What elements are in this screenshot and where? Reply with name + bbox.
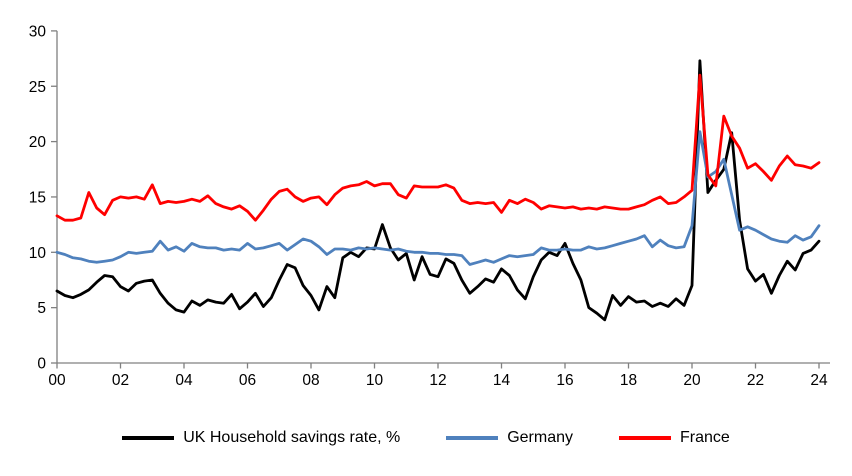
legend: UK Household savings rate, % Germany Fra… xyxy=(0,410,852,466)
legend-label-france: France xyxy=(680,429,730,446)
series-line-1 xyxy=(55,130,821,266)
x-tick-label: 20 xyxy=(683,372,701,389)
x-tick-label: 08 xyxy=(302,372,319,389)
germany-line-swatch xyxy=(446,436,499,440)
y-tick-label: 20 xyxy=(29,134,47,151)
plot-area: 0 5 10 15 20 25 30 00 02 04 06 08 10 12 14 16 18 20 22 24 xyxy=(29,23,830,389)
x-tick-label: 06 xyxy=(239,372,256,389)
uk-line-swatch xyxy=(122,436,175,440)
x-tick-label: 16 xyxy=(556,372,573,389)
x-tick-label: 10 xyxy=(366,372,384,389)
y-tick-label: 0 xyxy=(37,356,46,373)
legend-label-uk: UK Household savings rate, % xyxy=(183,429,401,446)
x-tick-label: 24 xyxy=(810,372,828,389)
legend-item-uk: UK Household savings rate, % xyxy=(122,429,400,447)
x-tick-label: 14 xyxy=(493,372,511,389)
x-tick-label: 02 xyxy=(112,372,129,389)
y-tick-label: 15 xyxy=(29,189,46,206)
legend-item-germany: Germany xyxy=(446,429,573,447)
x-tick-label: 18 xyxy=(620,372,637,389)
x-tick-label: 22 xyxy=(747,372,764,389)
y-tick-label: 30 xyxy=(29,23,47,40)
legend-label-germany: Germany xyxy=(507,429,573,446)
france-line-swatch xyxy=(619,436,671,440)
legend-item-france: France xyxy=(619,429,730,447)
y-tick-label: 5 xyxy=(37,300,46,317)
series-line-2 xyxy=(55,73,821,222)
series-line-0 xyxy=(55,59,821,322)
y-tick-label: 25 xyxy=(29,79,46,96)
x-tick-label: 12 xyxy=(429,372,446,389)
y-tick-label: 10 xyxy=(29,245,47,262)
x-tick-label: 00 xyxy=(48,372,66,389)
x-tick-label: 04 xyxy=(175,372,193,389)
